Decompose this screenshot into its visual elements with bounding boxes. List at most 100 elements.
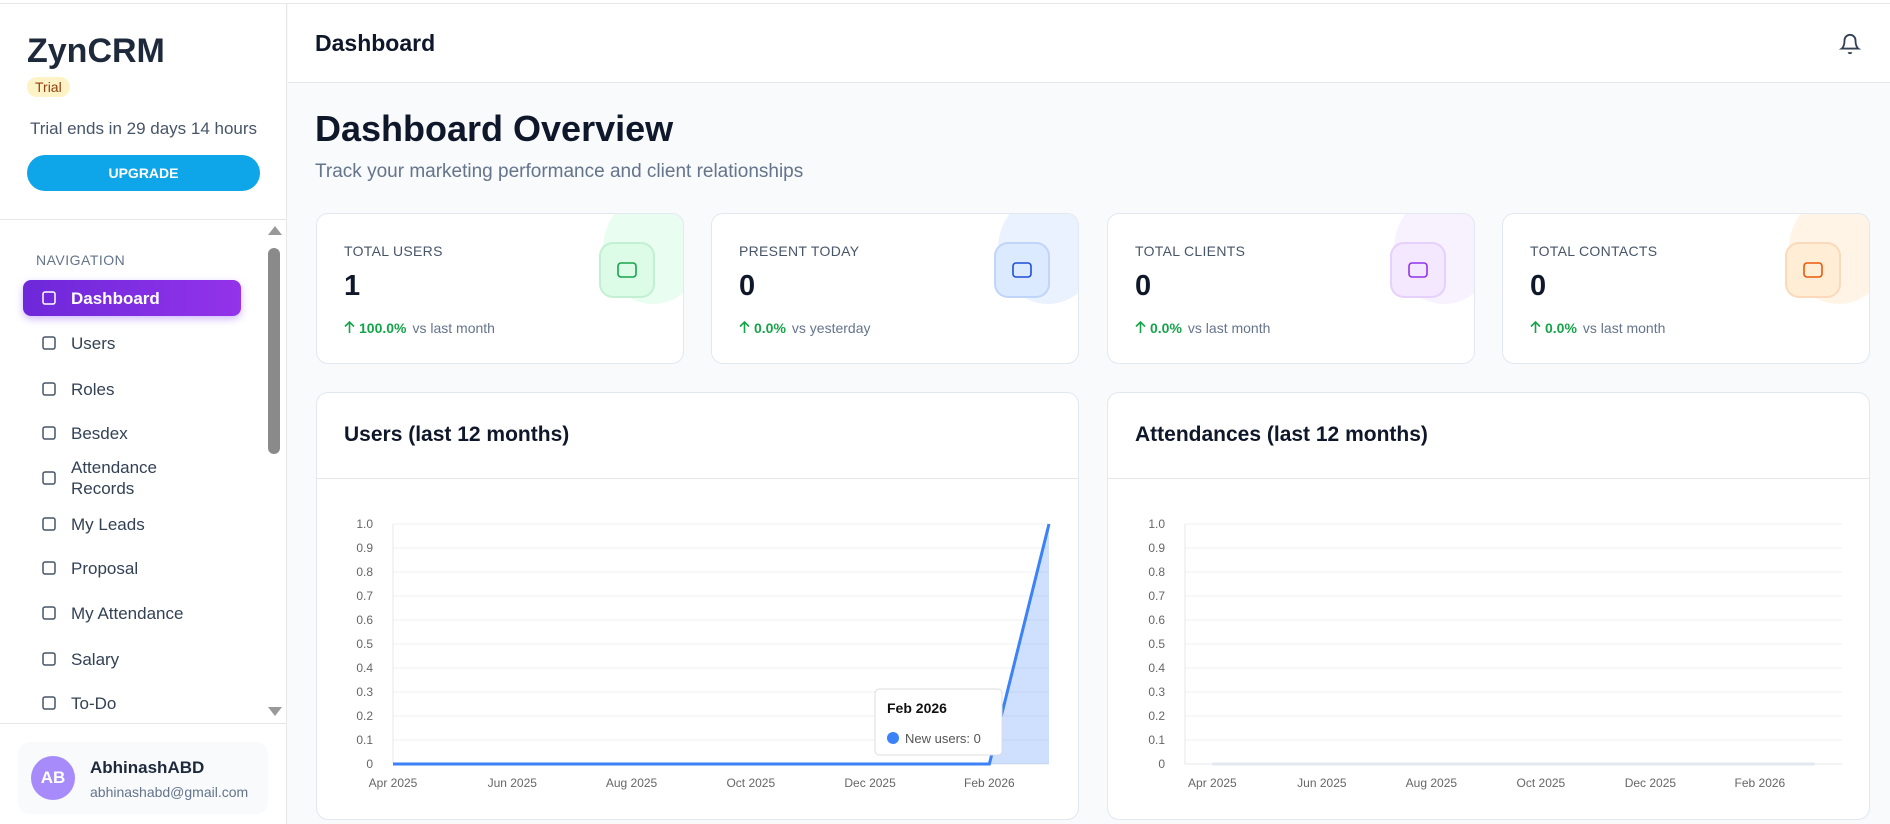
divider xyxy=(0,219,287,220)
nav-item[interactable]: To-Do xyxy=(23,685,241,721)
nav-icon xyxy=(42,652,56,666)
x-tick-label: Aug 2025 xyxy=(1406,776,1458,790)
nav-icon xyxy=(42,606,56,620)
divider xyxy=(0,723,287,724)
scroll-down[interactable] xyxy=(268,707,282,716)
y-tick-label: 0 xyxy=(1158,757,1165,771)
header: Dashboard xyxy=(288,4,1890,83)
x-tick-label: Oct 2025 xyxy=(1517,776,1566,790)
user-card[interactable]: AB AbhinashABD abhinashabd@gmail.com xyxy=(18,742,268,814)
icon-shape xyxy=(42,471,56,485)
trial-text: Trial ends in 29 days 14 hours xyxy=(29,119,258,138)
nav-item[interactable]: Besdex xyxy=(23,415,241,451)
nav-item[interactable]: Dashboard xyxy=(23,280,241,316)
stat-label: TOTAL USERS xyxy=(344,243,443,259)
nav-item[interactable]: Proposal xyxy=(23,550,241,586)
nav-item[interactable]: My Leads xyxy=(23,506,241,542)
stat-label: PRESENT TODAY xyxy=(739,243,860,259)
nav-item[interactable]: Users xyxy=(23,325,241,361)
icon-shape xyxy=(1012,262,1032,278)
y-tick-label: 1.0 xyxy=(1148,517,1165,531)
line xyxy=(393,523,1051,766)
y-tick-label: 0.2 xyxy=(1148,709,1165,723)
user-name: AbhinashABD xyxy=(90,758,205,777)
stat-card: PRESENT TODAY 0 0.0% vs yesterday xyxy=(711,213,1079,364)
scroll-up[interactable] xyxy=(268,226,282,235)
x-tick-label: Jun 2025 xyxy=(488,776,538,790)
stat-change-row: 0.0% vs last month xyxy=(1530,320,1665,336)
chart-card: Users (last 12 months) 0 0.1 0.2 0.3 0.4 0.5 0.… xyxy=(316,392,1079,820)
nav-item[interactable]: Salary xyxy=(23,641,241,677)
nav-item[interactable]: Attendance Records xyxy=(23,458,241,498)
scrollbar[interactable] xyxy=(268,248,280,454)
y-tick-label: 0.6 xyxy=(1148,613,1165,627)
stat-change-row: 100.0% vs last month xyxy=(344,320,495,336)
chart-title: Users (last 12 months) xyxy=(344,423,570,446)
icon-shape xyxy=(42,696,56,710)
avatar: AB xyxy=(31,756,75,800)
arrow-shape xyxy=(739,320,750,333)
tooltip-label: New users: 0 xyxy=(905,731,981,746)
y-tick-label: 0 xyxy=(366,757,373,771)
overview-subtitle: Track your marketing performance and cli… xyxy=(315,161,804,182)
stat-period: vs last month xyxy=(1582,320,1666,336)
stat-icon-glyph xyxy=(1012,262,1032,278)
chart-title: Attendances (last 12 months) xyxy=(1135,423,1428,446)
nav-icon xyxy=(42,471,56,485)
chart-header-divider xyxy=(317,478,1078,479)
up-arrow xyxy=(1135,320,1146,333)
x-tick-label: Apr 2025 xyxy=(1188,776,1237,790)
nav-item[interactable]: My Attendance xyxy=(23,595,241,631)
stat-value: 0 xyxy=(1530,270,1547,302)
stat-change: 0.0% xyxy=(1150,320,1182,336)
x-tick-label: Feb 2026 xyxy=(964,776,1015,790)
stat-icon-glyph xyxy=(1803,262,1823,278)
x-tick-label: Apr 2025 xyxy=(369,776,418,790)
nav-label: My Attendance xyxy=(71,604,184,623)
x-tick-label: Aug 2025 xyxy=(606,776,658,790)
y-tick-label: 0.5 xyxy=(1148,637,1165,651)
y-tick-label: 0.9 xyxy=(1148,541,1165,555)
icon-shape xyxy=(42,382,56,396)
y-tick-label: 0.9 xyxy=(356,541,373,555)
bell-icon[interactable] xyxy=(1839,33,1861,55)
nav-icon xyxy=(42,561,56,575)
nav-label: Attendance Records xyxy=(71,458,158,498)
stat-period: vs last month xyxy=(1187,320,1271,336)
nav-icon xyxy=(42,517,56,531)
y-tick-label: 0.2 xyxy=(356,709,373,723)
y-tick-label: 0.3 xyxy=(356,685,373,699)
stat-value: 1 xyxy=(344,270,361,302)
chart-header-divider xyxy=(1108,478,1869,479)
chart: 0 0.1 0.2 0.3 0.4 0.5 0.6 0.7 0.8 0.9 1.0 Apr 2025 J… xyxy=(1148,517,1842,790)
icon-shape xyxy=(1803,262,1823,278)
arrow-shape xyxy=(1135,320,1146,333)
arrow-shape xyxy=(1530,320,1541,333)
up-arrow xyxy=(739,320,750,333)
icon-shape xyxy=(42,291,56,305)
user-email: abhinashabd@gmail.com xyxy=(90,784,249,800)
icon-shape xyxy=(42,652,56,666)
nav-label: Roles xyxy=(71,380,115,399)
icon-shape xyxy=(42,336,56,350)
x-tick-label: Oct 2025 xyxy=(726,776,775,790)
nav-item[interactable]: Roles xyxy=(23,371,241,407)
nav-label: My Leads xyxy=(71,515,145,534)
y-tick-label: 1.0 xyxy=(356,517,373,531)
nav-icon xyxy=(42,291,56,305)
y-tick-label: 0.4 xyxy=(356,661,373,675)
nav-icon xyxy=(42,696,56,710)
stat-change: 100.0% xyxy=(359,320,407,336)
y-tick-label: 0.8 xyxy=(356,565,373,579)
icon-shape xyxy=(1408,262,1428,278)
upgrade-button[interactable]: UPGRADE xyxy=(27,155,260,191)
nav-label: Proposal xyxy=(71,559,139,578)
stat-change: 0.0% xyxy=(754,320,786,336)
stat-icon xyxy=(994,242,1050,298)
nav-list: Dashboard Users Roles Besdex Attendance Reco… xyxy=(0,4,287,724)
stat-icon xyxy=(1785,242,1841,298)
nav-label: Users xyxy=(71,334,116,353)
x-tick-label: Jun 2025 xyxy=(1297,776,1347,790)
header-title: Dashboard xyxy=(315,30,436,56)
